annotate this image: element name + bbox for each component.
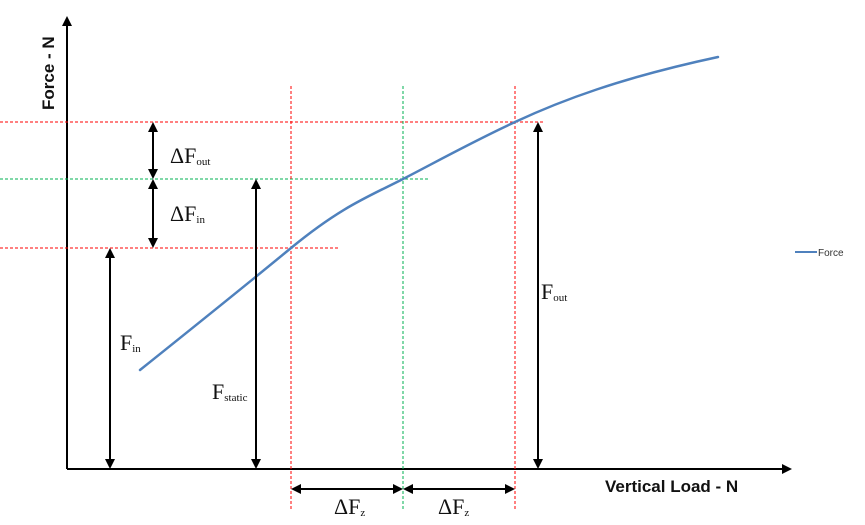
delta-fz-right-label: ΔFz xyxy=(438,494,469,519)
legend-label: Force xyxy=(818,248,844,259)
f-static-label: Fstatic xyxy=(212,379,248,404)
force-curve xyxy=(138,55,720,372)
dimension-arrows xyxy=(105,122,543,494)
delta-fz-left-label: ΔFz xyxy=(334,494,365,519)
vertical-guides xyxy=(290,86,516,510)
f-out-label: Fout xyxy=(541,279,567,304)
axes xyxy=(62,16,792,474)
delta-f-in-label: ΔFin xyxy=(170,201,205,226)
legend: Force xyxy=(795,248,844,259)
x-axis-title: Vertical Load - N xyxy=(605,477,738,496)
delta-f-out-label: ΔFout xyxy=(170,143,210,168)
f-in-label: Fin xyxy=(120,330,141,355)
y-axis-title: Force - N xyxy=(39,36,58,110)
horizontal-guides xyxy=(0,121,545,249)
annotation-labels: ΔFout ΔFin Fin Fstatic Fout ΔFz ΔFz xyxy=(120,143,567,519)
